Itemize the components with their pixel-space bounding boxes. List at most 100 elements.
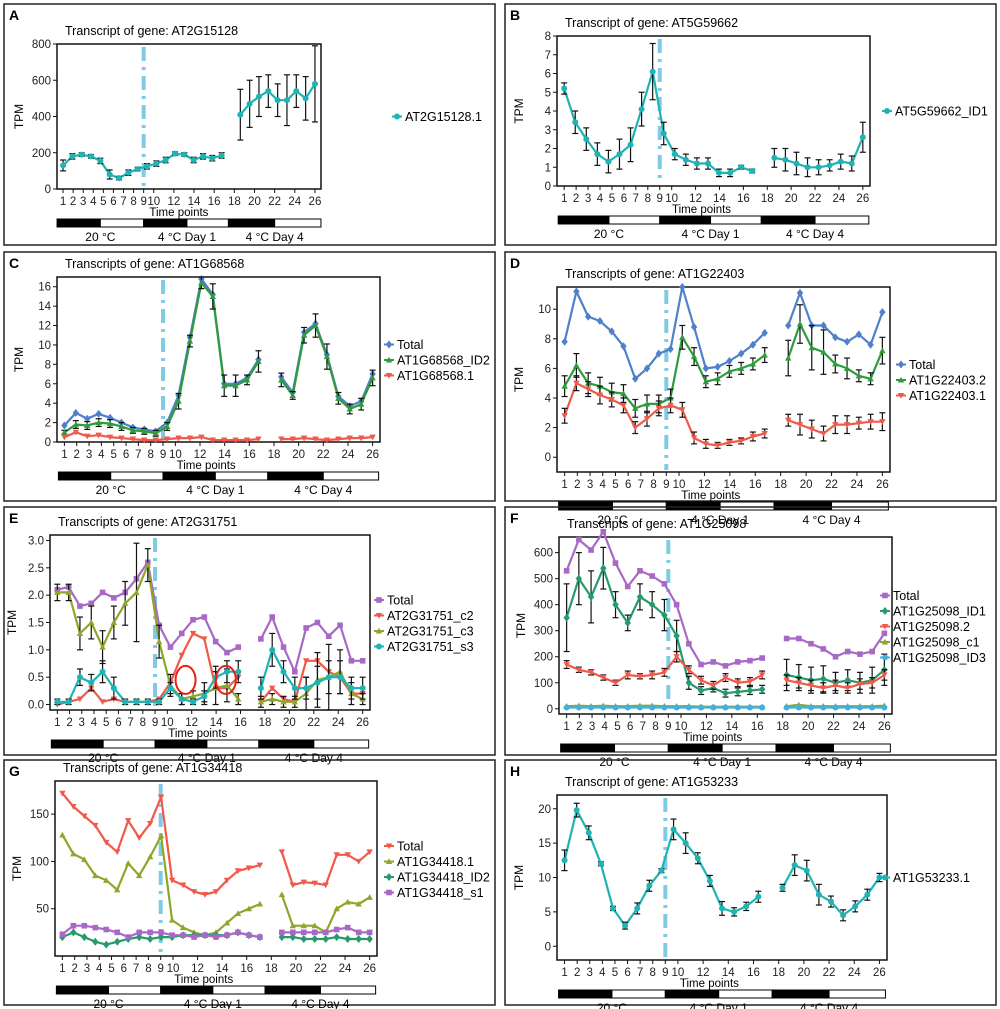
y-tick-label: 2 [545,423,551,435]
legend-marker [897,360,905,369]
data-point [843,365,851,371]
data-point [761,430,768,437]
x-tick-label: 14 [188,196,201,208]
data-point [135,835,143,841]
data-point [749,168,756,174]
x-tick-label: 22 [823,967,836,979]
x-tick-label: 9 [160,449,166,461]
data-point [278,849,286,856]
data-point [796,422,804,428]
data-point [563,661,570,668]
y-tick-label: 50 [36,904,49,916]
x-tick-label: 12 [185,717,198,729]
x-tick-label: 5 [108,963,114,975]
data-point [60,162,67,169]
data-point [125,934,132,940]
data-point [843,422,851,428]
data-point [110,685,117,692]
highlight-circle [174,664,197,695]
x-tick-label: 18 [772,967,785,979]
x-tick-label: 14 [210,717,223,729]
series-AT1G34418_s1 [59,922,373,940]
data-point [81,922,88,929]
x-tick-label: 9 [152,717,158,729]
panel-letter: E [9,510,18,526]
condition-label: 4 °C Day 1 [186,483,244,497]
x-tick-label: 20 [785,193,798,205]
data-point [758,672,766,679]
data-point [844,704,851,711]
chart-title: Transcripts of gene: AT1G34418 [63,761,242,775]
data-point [300,922,307,929]
data-point [54,698,61,705]
data-point [97,157,104,164]
data-point [727,169,734,176]
data-point [178,630,185,637]
chart-title: Transcripts of gene: AT2G31751 [58,515,237,529]
data-point [561,857,568,864]
data-point [820,704,827,711]
data-point [337,622,343,629]
x-tick-label: 20 [248,196,261,208]
x-tick-label: 24 [342,449,355,461]
x-tick-label: 24 [288,196,301,208]
data-point [573,380,580,387]
data-point [191,934,197,940]
condition-bar-segment [55,985,110,995]
data-point [583,136,590,143]
chart-title: Transcripts of gene: AT1G25098 [567,517,746,531]
condition-bar-segment [99,218,145,228]
data-point [572,119,579,126]
data-point [144,163,151,170]
data-point [795,680,803,686]
condition-label: 4 °C Day 4 [285,751,343,765]
x-tick-label: 2 [576,721,582,733]
panel-border [3,3,496,246]
data-point [223,919,231,926]
data-point [879,347,886,354]
data-point [759,655,765,661]
data-point [855,330,863,339]
data-point [587,669,595,676]
data-point [832,333,839,342]
data-point [116,175,123,182]
data-point [255,358,262,365]
data-point [612,680,619,686]
legend-label: AT1G34418_s1 [397,886,484,900]
condition-label: 4 °C Day 4 [246,230,304,244]
data-point [258,636,264,642]
legend-marker [385,356,393,363]
chart-title: Transcripts of gene: AT1G22403 [565,267,744,281]
data-point [175,435,182,442]
x-tick-label: 1 [561,479,567,491]
data-point [734,687,741,696]
data-point [795,704,802,711]
data-point [153,160,160,167]
data-point [643,416,651,422]
x-tick-label: 26 [366,449,379,461]
data-point [172,150,179,157]
x-tick-label: 8 [650,479,656,491]
y-tick-label: 16 [38,282,51,294]
legend-marker [376,597,382,603]
data-point [65,698,72,705]
data-point [616,151,623,158]
x-tick-label: 22 [314,963,327,975]
y-tick-label: 1.0 [28,645,44,657]
data-point [186,337,194,344]
data-point [129,427,137,433]
panel-border [504,3,997,246]
x-tick-label: 6 [115,717,121,729]
y-axis-label: TPM [514,613,528,638]
condition-bar-segment [274,218,322,228]
data-point [359,657,366,664]
condition-label: 4 °C Day 1 [693,755,751,769]
data-point [311,880,318,887]
data-point [714,442,721,449]
y-tick-label: 2 [45,418,51,430]
data-point [820,674,827,683]
data-point [122,698,129,705]
data-point [335,395,342,401]
data-point [357,435,365,442]
condition-label: 4 °C Day 4 [291,997,349,1009]
